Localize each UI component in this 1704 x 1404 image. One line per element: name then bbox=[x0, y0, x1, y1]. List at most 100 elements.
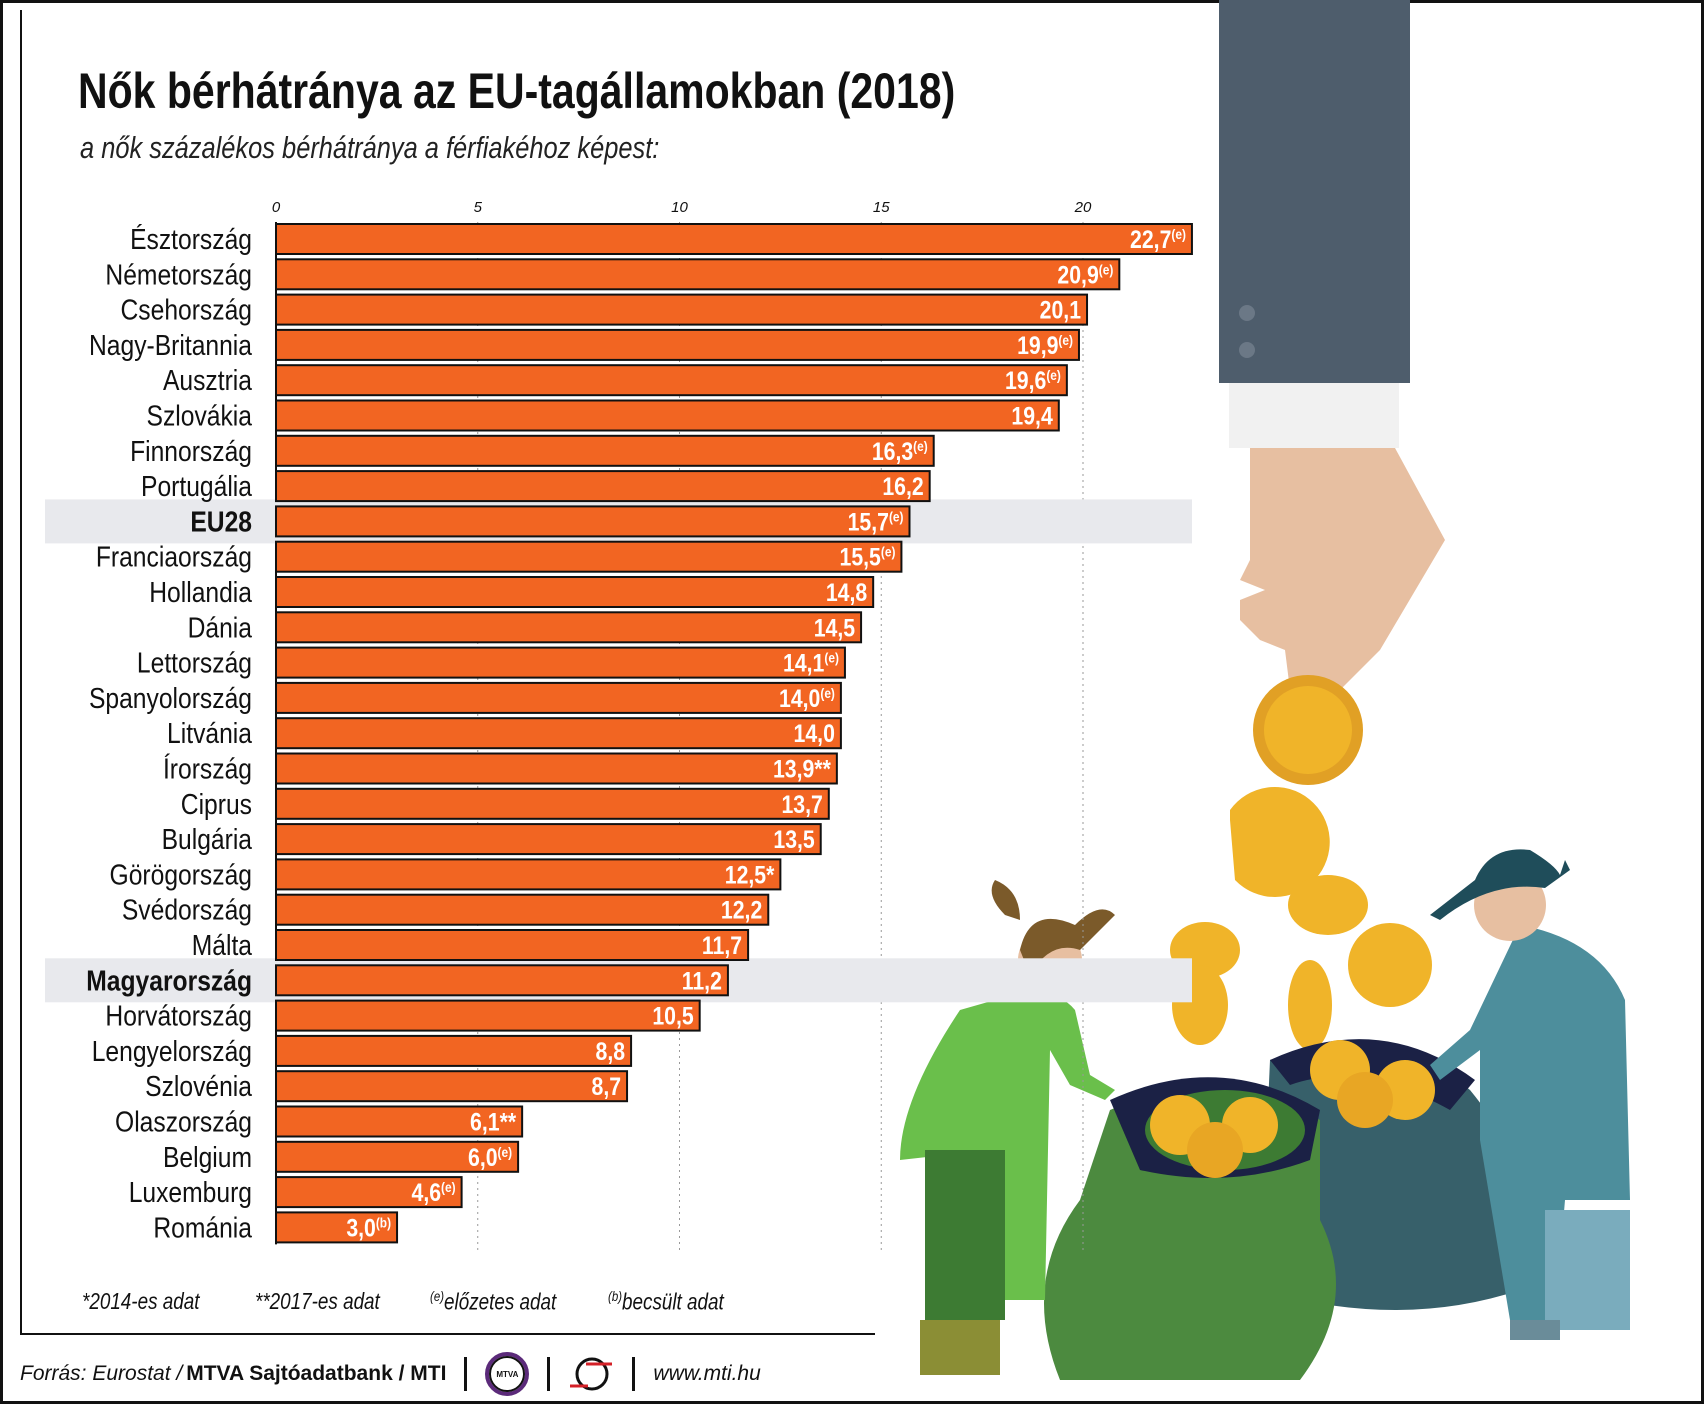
category-label: Belgium bbox=[163, 1141, 252, 1173]
woman bbox=[900, 992, 1115, 1300]
coin bbox=[1288, 960, 1332, 1050]
value-label: 13,5 bbox=[773, 825, 814, 853]
value-label: 8,7 bbox=[592, 1073, 622, 1101]
coin bbox=[1288, 875, 1368, 935]
category-label: EU28 bbox=[190, 506, 252, 538]
bar bbox=[275, 787, 830, 820]
bar bbox=[275, 1176, 463, 1209]
category-label: Horvátország bbox=[105, 1000, 252, 1032]
inner-left-line bbox=[20, 10, 22, 1335]
bar bbox=[275, 328, 1080, 361]
value-label: 14,5 bbox=[814, 614, 855, 642]
bar bbox=[275, 1034, 633, 1067]
bar bbox=[275, 505, 911, 538]
category-label: Franciaország bbox=[96, 541, 252, 573]
bar bbox=[275, 223, 1193, 255]
value-label: 10,5 bbox=[652, 1002, 693, 1030]
category-label: Észtország bbox=[130, 223, 252, 255]
value-label: 13,9** bbox=[773, 755, 831, 783]
tick-label: 0 bbox=[272, 199, 281, 216]
bar bbox=[275, 717, 842, 750]
bar bbox=[275, 364, 1068, 397]
bar bbox=[275, 611, 863, 644]
value-label: 14,0(e) bbox=[779, 684, 835, 712]
category-label: Lengyelország bbox=[92, 1035, 252, 1067]
category-label: Hollandia bbox=[149, 576, 252, 608]
value-label: 22,7(e) bbox=[1130, 225, 1186, 253]
value-label: 11,2 bbox=[682, 967, 722, 995]
category-label: Görögország bbox=[110, 859, 252, 891]
category-label: Németország bbox=[105, 258, 252, 290]
category-label: Szlovénia bbox=[145, 1070, 252, 1102]
source-prefix: Forrás: Eurostat / bbox=[20, 1362, 183, 1385]
value-label: 6,0(e) bbox=[468, 1143, 512, 1171]
value-label: 14,0 bbox=[794, 720, 835, 748]
category-label: Dánia bbox=[188, 611, 252, 643]
bar bbox=[275, 893, 770, 926]
chart-subtitle: a nők százalékos bérhátránya a férfiakéh… bbox=[80, 130, 660, 165]
category-label: Málta bbox=[192, 929, 252, 961]
bar bbox=[275, 434, 935, 467]
sleeve bbox=[1219, 0, 1410, 383]
category-label: Luxemburg bbox=[129, 1176, 252, 1208]
category-label: Bulgária bbox=[162, 823, 252, 855]
mtva-logo: MTVA bbox=[485, 1352, 530, 1396]
bar bbox=[275, 823, 822, 856]
bar bbox=[275, 646, 846, 679]
chart-title: Nők bérhátránya az EU-tagállamokban (201… bbox=[78, 63, 956, 119]
category-label: Románia bbox=[153, 1212, 252, 1244]
button-icon bbox=[1239, 305, 1255, 321]
value-label: 6,1** bbox=[470, 1108, 516, 1136]
value-label: 11,7 bbox=[702, 931, 742, 959]
value-label: 19,9(e) bbox=[1017, 331, 1073, 359]
coin bbox=[1230, 786, 1330, 897]
coin bbox=[1348, 923, 1432, 1007]
bar bbox=[275, 1105, 524, 1138]
tick-label: 15 bbox=[873, 199, 890, 216]
value-label: 12,2 bbox=[721, 896, 762, 924]
bar bbox=[275, 1140, 520, 1173]
value-label: 8,8 bbox=[596, 1037, 626, 1065]
bar bbox=[275, 576, 875, 608]
source-bold: MTVA Sajtóadatbank / MTI bbox=[186, 1362, 447, 1385]
category-label: Portugália bbox=[141, 470, 252, 502]
bar bbox=[275, 470, 931, 503]
bar bbox=[275, 929, 750, 961]
illustration bbox=[900, 0, 1630, 1380]
value-label: 14,8 bbox=[826, 578, 867, 606]
value-label: 3,0(b) bbox=[346, 1214, 391, 1242]
category-label: Olaszország bbox=[115, 1106, 252, 1138]
bar bbox=[275, 1070, 629, 1103]
bar bbox=[275, 540, 903, 573]
category-label: Magyarország bbox=[86, 964, 252, 996]
category-label: Ciprus bbox=[181, 788, 252, 820]
legend-note-estimated: (b)becsült adat bbox=[608, 1288, 724, 1315]
bar bbox=[275, 858, 782, 891]
value-label: 4,6(e) bbox=[412, 1178, 456, 1206]
value-label: 14,1(e) bbox=[783, 649, 839, 677]
bar bbox=[275, 258, 1121, 291]
category-label: Svédország bbox=[122, 894, 252, 926]
value-label: 15,7(e) bbox=[848, 508, 904, 536]
tick-label: 10 bbox=[671, 199, 688, 216]
category-label: Nagy-Britannia bbox=[89, 329, 252, 361]
man bbox=[1430, 925, 1630, 1320]
bar bbox=[275, 999, 701, 1032]
footer: Forrás: Eurostat / MTVA Sajtóadatbank / … bbox=[20, 1352, 761, 1396]
button-icon bbox=[1239, 342, 1255, 358]
legend-note-2014: *2014-es adat bbox=[82, 1288, 200, 1314]
cuff bbox=[1229, 383, 1399, 448]
value-label: 15,5(e) bbox=[840, 543, 896, 571]
category-label: Finnország bbox=[130, 435, 252, 467]
website-link[interactable]: www.mti.hu bbox=[653, 1362, 761, 1385]
hand bbox=[1240, 448, 1445, 690]
value-label: 16,3(e) bbox=[872, 437, 928, 465]
value-label: 19,4 bbox=[1011, 402, 1052, 430]
category-label: Szlovákia bbox=[147, 400, 253, 432]
value-label: 13,7 bbox=[781, 790, 822, 818]
category-label: Ausztria bbox=[163, 364, 252, 396]
value-label: 20,9(e) bbox=[1057, 261, 1113, 289]
mti-logo bbox=[570, 1357, 613, 1391]
legend-note-preliminary: (e)előzetes adat bbox=[430, 1288, 557, 1315]
